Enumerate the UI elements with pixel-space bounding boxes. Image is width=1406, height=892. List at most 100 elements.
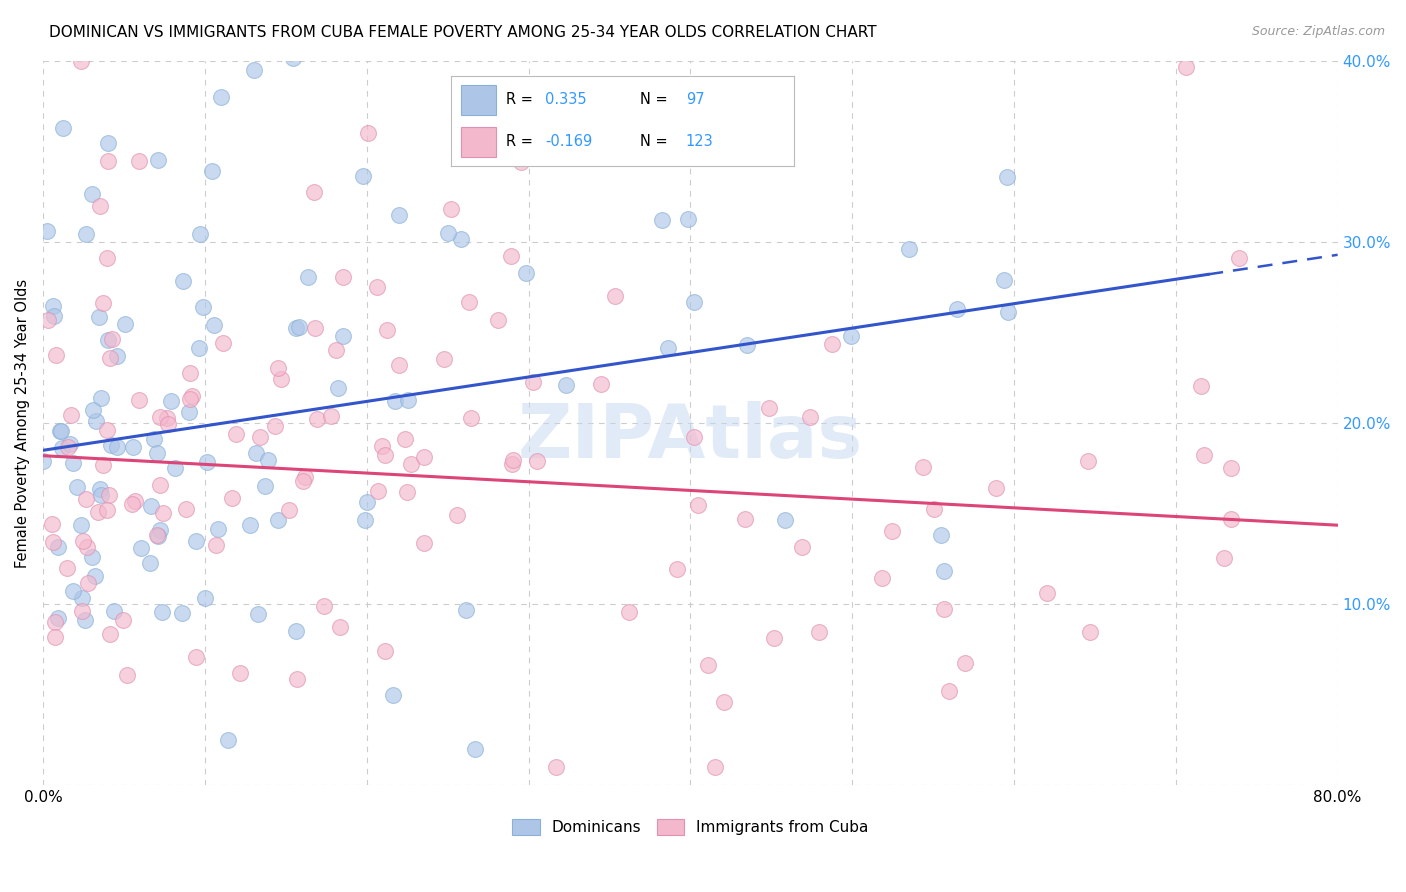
Point	[450, 232, 472, 246]
Point	[568, 125, 591, 139]
Point	[1077, 454, 1099, 468]
Point	[97, 488, 120, 502]
Point	[195, 454, 218, 468]
Point	[82, 402, 104, 417]
Point	[103, 604, 125, 618]
Point	[734, 511, 756, 525]
Point	[172, 274, 194, 288]
Point	[882, 524, 904, 539]
Point	[66, 480, 89, 494]
Point	[42, 299, 65, 313]
Point	[285, 673, 308, 687]
Point	[42, 534, 65, 549]
Point	[98, 627, 121, 641]
Point	[688, 498, 710, 512]
Point	[97, 153, 120, 168]
Point	[72, 534, 94, 549]
Point	[713, 695, 735, 709]
Point	[128, 154, 150, 169]
Point	[83, 569, 105, 583]
Point	[367, 484, 389, 499]
Point	[955, 656, 977, 670]
Text: Source: ZipAtlas.com: Source: ZipAtlas.com	[1251, 25, 1385, 38]
Point	[554, 378, 576, 392]
Point	[302, 185, 325, 199]
Point	[790, 541, 813, 555]
Point	[326, 381, 349, 395]
Point	[146, 528, 169, 542]
Point	[872, 571, 894, 585]
Point	[209, 90, 232, 104]
Point	[703, 760, 725, 774]
Point	[90, 488, 112, 502]
Point	[152, 506, 174, 520]
Point	[401, 457, 423, 471]
Point	[177, 405, 200, 419]
Point	[41, 516, 63, 531]
Point	[945, 302, 967, 317]
Point	[149, 410, 172, 425]
Point	[98, 351, 121, 365]
Point	[245, 446, 267, 460]
Point	[1213, 551, 1236, 566]
Point	[285, 624, 308, 639]
Point	[264, 418, 287, 433]
Point	[129, 541, 152, 555]
Point	[329, 620, 352, 634]
Point	[413, 450, 436, 465]
Point	[257, 452, 280, 467]
Point	[617, 605, 640, 619]
Point	[60, 409, 83, 423]
Point	[62, 583, 84, 598]
Point	[202, 318, 225, 333]
Point	[821, 337, 844, 351]
Point	[325, 343, 347, 357]
Point	[96, 333, 118, 347]
Point	[80, 550, 103, 565]
Point	[188, 227, 211, 241]
Point	[148, 528, 170, 542]
Point	[763, 631, 786, 645]
Point	[526, 454, 548, 468]
Point	[146, 446, 169, 460]
Point	[149, 477, 172, 491]
Point	[96, 252, 118, 266]
Point	[657, 342, 679, 356]
Point	[165, 460, 187, 475]
Point	[446, 508, 468, 523]
Point	[170, 606, 193, 620]
Point	[46, 541, 69, 555]
Point	[149, 524, 172, 538]
Point	[91, 458, 114, 472]
Point	[922, 501, 945, 516]
Point	[388, 208, 411, 222]
Point	[150, 605, 173, 619]
Point	[75, 491, 97, 506]
Point	[522, 375, 544, 389]
Point	[458, 295, 481, 310]
Point	[735, 338, 758, 352]
Point	[501, 458, 523, 472]
Point	[44, 615, 66, 630]
Point	[839, 329, 862, 343]
Point	[460, 411, 482, 425]
Point	[808, 624, 831, 639]
Point	[52, 121, 75, 136]
Point	[89, 391, 111, 405]
Point	[1078, 625, 1101, 640]
Point	[666, 562, 689, 576]
Point	[44, 309, 66, 323]
Point	[70, 604, 93, 618]
Point	[603, 289, 626, 303]
Point	[229, 666, 252, 681]
Point	[174, 502, 197, 516]
Y-axis label: Female Poverty Among 25-34 Year Olds: Female Poverty Among 25-34 Year Olds	[15, 278, 30, 567]
Point	[44, 630, 66, 644]
Point	[84, 414, 107, 428]
Point	[412, 536, 434, 550]
Point	[70, 518, 93, 533]
Point	[382, 688, 405, 702]
Point	[70, 54, 93, 69]
Text: ZIPAtlas: ZIPAtlas	[517, 401, 863, 474]
Point	[180, 388, 202, 402]
